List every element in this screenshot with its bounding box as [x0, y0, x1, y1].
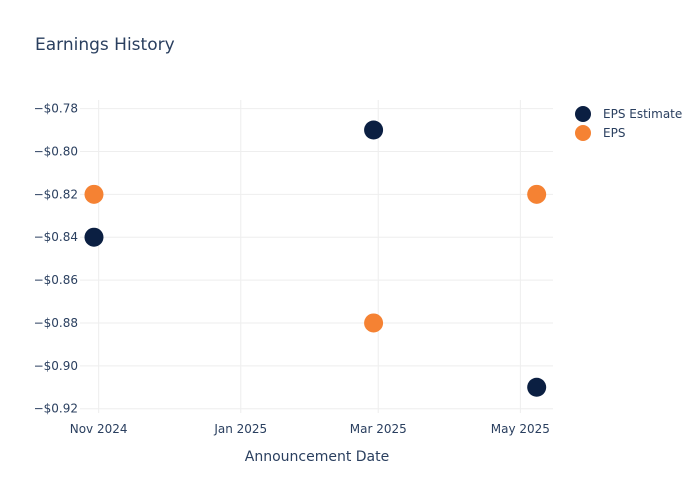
x-tick-label: Nov 2024 [70, 422, 128, 436]
y-axis-ticks: −$0.78 −$0.80 −$0.82 −$0.84 −$0.86 −$0.88 −$0.… [34, 102, 78, 416]
point-eps-estimate[interactable] [364, 120, 384, 140]
legend-marker[interactable] [575, 125, 591, 141]
y-tick-label: −$0.88 [34, 316, 78, 330]
x-gridlines [98, 100, 521, 413]
point-eps[interactable] [527, 184, 547, 204]
x-axis-title: Announcement Date [245, 449, 389, 465]
x-tick-label: May 2025 [491, 422, 550, 436]
point-eps-estimate[interactable] [84, 227, 104, 247]
y-tick-label: −$0.84 [34, 230, 78, 244]
legend-label[interactable]: EPS Estimate [603, 107, 682, 121]
x-tick-label: Mar 2025 [350, 422, 407, 436]
y-tick-label: −$0.86 [34, 273, 78, 287]
x-axis-ticks: Nov 2024 Jan 2025 Mar 2025 May 2025 [70, 422, 550, 436]
x-tick-label: Jan 2025 [213, 422, 267, 436]
chart-title: Earnings History [35, 35, 175, 55]
y-gridlines [80, 108, 553, 410]
data-points [84, 120, 547, 397]
y-tick-label: −$0.92 [34, 402, 78, 416]
legend[interactable]: EPS Estimate EPS [575, 106, 682, 141]
legend-label[interactable]: EPS [603, 126, 625, 140]
legend-marker[interactable] [575, 106, 591, 122]
point-eps[interactable] [84, 184, 104, 204]
point-eps[interactable] [364, 313, 384, 333]
y-tick-label: −$0.80 [34, 144, 78, 158]
point-eps-estimate[interactable] [527, 377, 547, 397]
y-tick-label: −$0.90 [34, 359, 78, 373]
y-tick-label: −$0.78 [34, 102, 78, 116]
y-tick-label: −$0.82 [34, 187, 78, 201]
